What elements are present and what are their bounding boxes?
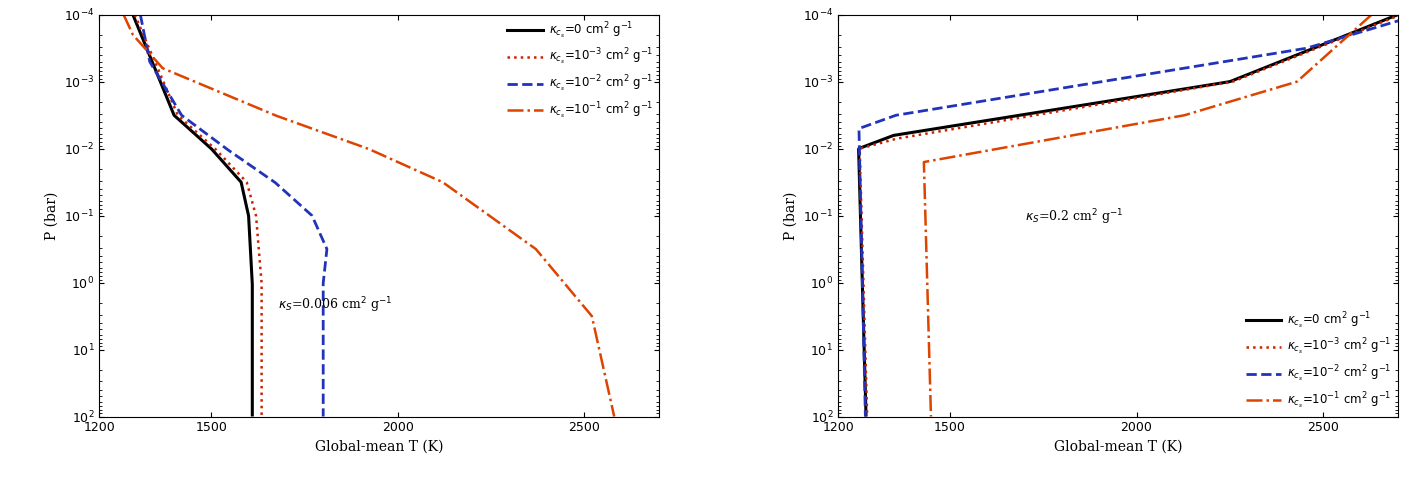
Legend: $\kappa_{c_s}$=0 cm$^2$ g$^{-1}$, $\kappa_{c_s}$=10$^{-3}$ cm$^2$ g$^{-1}$, $\ka: $\kappa_{c_s}$=0 cm$^2$ g$^{-1}$, $\kapp… — [1246, 311, 1392, 411]
X-axis label: Global-mean T (K): Global-mean T (K) — [1054, 440, 1182, 454]
Text: $\kappa_S$=0.2 cm$^2$ g$^{-1}$: $\kappa_S$=0.2 cm$^2$ g$^{-1}$ — [1025, 207, 1122, 226]
Y-axis label: P (bar): P (bar) — [783, 192, 797, 240]
Legend: $\kappa_{c_s}$=0 cm$^2$ g$^{-1}$, $\kappa_{c_s}$=10$^{-3}$ cm$^2$ g$^{-1}$, $\ka: $\kappa_{c_s}$=0 cm$^2$ g$^{-1}$, $\kapp… — [507, 21, 653, 121]
Text: $\kappa_S$=0.006 cm$^2$ g$^{-1}$: $\kappa_S$=0.006 cm$^2$ g$^{-1}$ — [278, 295, 393, 315]
Y-axis label: P (bar): P (bar) — [44, 192, 58, 240]
X-axis label: Global-mean T (K): Global-mean T (K) — [315, 440, 443, 454]
